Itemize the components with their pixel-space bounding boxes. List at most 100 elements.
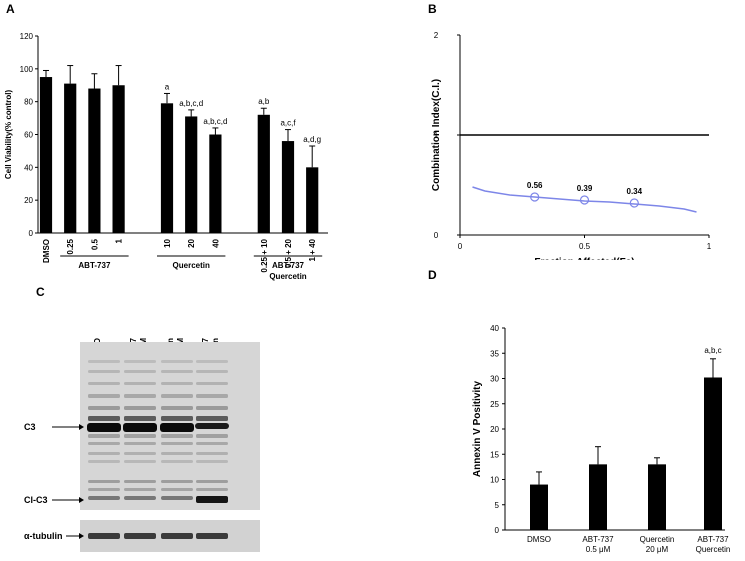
group-label: ABT-737 xyxy=(272,261,305,270)
faint-band xyxy=(196,442,228,445)
row-arrowhead xyxy=(79,424,84,430)
x-tick-label: 1 + 40 xyxy=(308,238,317,261)
ci-curve xyxy=(472,186,697,213)
x-tick-label: 0.5 xyxy=(90,238,99,250)
group-label-line2: Quercetin xyxy=(269,272,306,281)
ci-point xyxy=(629,198,639,208)
y-tick-label: 10 xyxy=(490,476,499,485)
faint-band xyxy=(124,382,156,385)
faint-band xyxy=(196,382,228,385)
faint-band xyxy=(88,434,120,438)
ci-point-label: 0.34 xyxy=(627,187,643,196)
y-tick-label: 2 xyxy=(434,31,439,40)
x-tick-label-line2: 20 μM xyxy=(646,545,669,554)
faint-band xyxy=(88,460,120,463)
x-tick-label: 0.5 + 20 xyxy=(284,238,293,268)
x-tick-label: ABT-737 xyxy=(582,535,614,544)
panel-letter-d: D xyxy=(428,268,437,282)
faint-band xyxy=(88,416,120,421)
c3-band xyxy=(87,423,121,432)
chart-b: 0 1 2 0 0.5 1 Fraction Affected(Fa) Combination… xyxy=(431,31,712,260)
bar xyxy=(64,83,77,233)
significance-label: a,b xyxy=(258,97,270,106)
y-tick-label: 20 xyxy=(24,196,33,205)
bar xyxy=(112,85,125,233)
y-tick-label: 0 xyxy=(434,231,439,240)
faint-band xyxy=(88,480,120,483)
tubulin-band xyxy=(88,533,120,539)
faint-band xyxy=(88,370,120,373)
x-tick-label: DMSO xyxy=(42,239,51,263)
x-tick-label: 0.25 xyxy=(66,238,75,254)
faint-band xyxy=(196,480,228,483)
ci-point xyxy=(530,192,540,202)
faint-band xyxy=(124,460,156,463)
faint-band xyxy=(161,452,193,455)
y-tick-label: 5 xyxy=(495,501,500,510)
bar xyxy=(648,464,666,530)
bar xyxy=(589,464,607,530)
faint-band xyxy=(161,434,193,438)
x-tick-label: Quercetin xyxy=(640,535,675,544)
faint-band xyxy=(196,434,228,438)
c3-band xyxy=(195,423,229,429)
faint-band xyxy=(124,452,156,455)
bar xyxy=(209,134,222,233)
x-tick-label: 1 xyxy=(115,238,124,243)
bar xyxy=(530,484,548,530)
faint-band xyxy=(124,370,156,373)
bar xyxy=(257,114,270,233)
bar xyxy=(306,167,319,233)
x-tick-label-line2: Quercetin xyxy=(696,545,731,554)
significance-label: a,c,f xyxy=(280,119,296,128)
faint-band xyxy=(88,394,120,398)
significance-label: a xyxy=(165,82,170,91)
faint-band xyxy=(196,394,228,398)
faint-band xyxy=(88,360,120,363)
x-tick-label: 20 xyxy=(187,238,196,247)
x-tick-label: 0 xyxy=(458,242,463,251)
faint-band xyxy=(196,488,228,491)
ci-point-label: 0.39 xyxy=(577,184,593,193)
y-tick-label: 25 xyxy=(490,400,499,409)
faint-band xyxy=(124,480,156,483)
y-tick-label: 0 xyxy=(495,526,500,535)
y-tick-label: 40 xyxy=(24,163,33,172)
faint-band xyxy=(161,394,193,398)
faint-band xyxy=(196,406,228,410)
significance-label: a,b,c xyxy=(704,346,721,355)
faint-band xyxy=(196,360,228,363)
row-arrowhead xyxy=(79,533,84,539)
y-tick-label: 100 xyxy=(20,65,34,74)
faint-band xyxy=(161,370,193,373)
cl-c3-band xyxy=(161,496,193,500)
faint-band xyxy=(161,416,193,421)
x-tick-label: 1 xyxy=(707,242,712,251)
y-tick-label: 80 xyxy=(24,98,33,107)
x-tick-label: DMSO xyxy=(527,535,551,544)
y-tick-label: 120 xyxy=(20,32,34,41)
panel-letter-b: B xyxy=(428,2,437,16)
ci-point-label: 0.56 xyxy=(527,181,543,190)
c3-band xyxy=(123,423,157,432)
y-tick-label: 35 xyxy=(490,349,499,358)
row-arrowhead xyxy=(79,497,84,503)
cl-c3-band xyxy=(124,496,156,500)
faint-band xyxy=(161,460,193,463)
faint-band xyxy=(161,406,193,410)
chart-d: 0 5 10 15 20 25 30 35 40 Annexin V Positivity DMSO… xyxy=(472,324,731,554)
y-tick-label: 1 xyxy=(434,131,439,140)
bar xyxy=(160,103,174,233)
faint-band xyxy=(196,416,228,421)
faint-band xyxy=(161,360,193,363)
cl-c3-band xyxy=(88,496,120,500)
significance-label: a,b,c,d xyxy=(179,99,203,108)
faint-band xyxy=(161,382,193,385)
tubulin-band xyxy=(196,533,228,539)
cl-c3-label: Cl-C3 xyxy=(24,495,48,505)
faint-band xyxy=(161,442,193,445)
c3-band xyxy=(160,423,194,432)
y-tick-label: 20 xyxy=(490,425,499,434)
y-tick-label: 0 xyxy=(29,229,34,238)
